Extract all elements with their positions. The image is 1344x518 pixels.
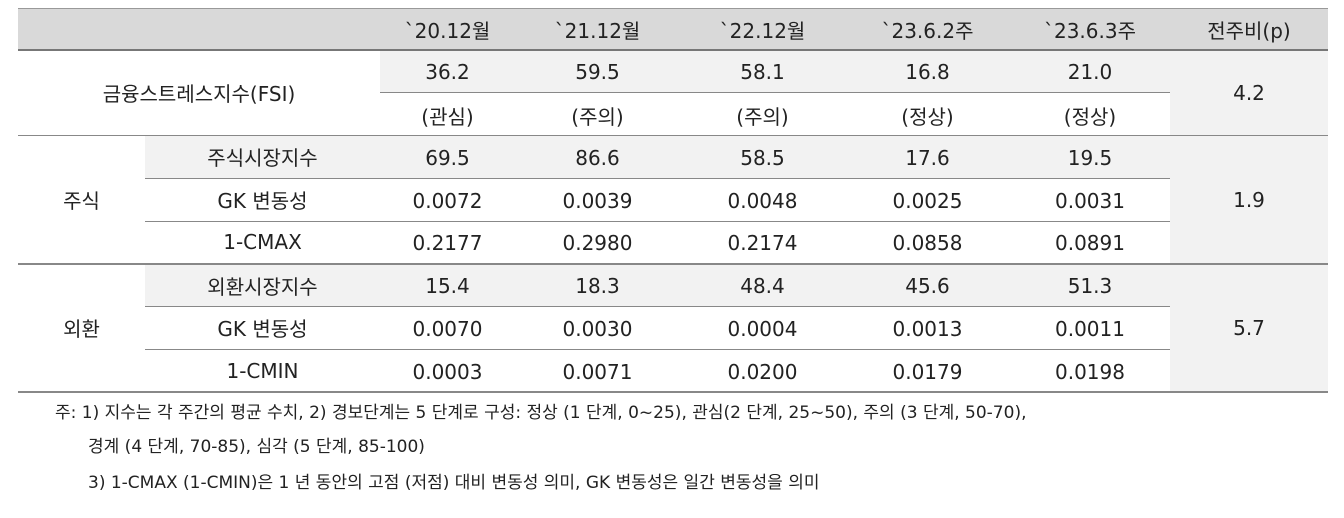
value-cell: 59.5 (575, 60, 620, 85)
row-name: GK 변동성 (217, 317, 308, 342)
header-cell: `20.12월 (404, 18, 491, 43)
row-divider (145, 220, 1170, 222)
row-name: 1-CMAX (223, 230, 302, 255)
value-cell: 0.0179 (892, 359, 963, 384)
footnote: 3) 1-CMAX (1-CMIN)은 1 년 동안의 고점 (저점) 대비 변… (88, 473, 820, 493)
group-border (18, 391, 1328, 393)
row-divider (145, 348, 1170, 350)
value-cell: 0.0039 (562, 188, 633, 213)
value-cell: 0.0858 (892, 231, 963, 256)
value-cell: (주의) (736, 104, 789, 129)
change-col-bg (1170, 50, 1328, 392)
value-cell: 0.0003 (412, 359, 483, 384)
group-label: 주식 (63, 189, 100, 214)
value-cell: 17.6 (905, 145, 950, 170)
header-border (18, 49, 1328, 51)
footnote: 경계 (4 단계, 70-85), 심각 (5 단계, 85-100) (88, 437, 425, 457)
value-cell: 0.0031 (1055, 188, 1125, 213)
value-cell: 58.5 (740, 145, 785, 170)
value-cell: 0.2177 (412, 231, 483, 256)
value-cell: 0.0200 (727, 359, 798, 384)
value-cell: 0.0013 (892, 316, 963, 341)
value-cell: (정상) (901, 104, 954, 129)
value-cell: 0.0025 (892, 188, 963, 213)
fsi-row-bg (380, 50, 1170, 93)
header-cell: 전주비(p) (1207, 18, 1291, 43)
group-border (18, 134, 1328, 137)
value-cell: 0.0004 (727, 316, 798, 341)
value-cell: 21.0 (1067, 60, 1113, 85)
value-cell: (주의) (571, 104, 624, 129)
index-row-bg (145, 263, 1170, 307)
value-cell: 0.0071 (562, 359, 633, 384)
value-cell: 0.0072 (412, 188, 483, 213)
value-cell: (정상) (1063, 104, 1117, 129)
change-value: 4.2 (1233, 80, 1265, 105)
value-cell: (관심) (421, 104, 474, 129)
value-cell: 0.0198 (1055, 359, 1125, 384)
row-divider (145, 177, 1170, 179)
row-name: 주식시장지수 (207, 146, 318, 171)
row-name: 외환시장지수 (207, 274, 318, 299)
row-divider (145, 306, 1170, 307)
value-cell: 0.2980 (562, 231, 633, 256)
row-divider (380, 92, 1170, 94)
value-cell: 0.0048 (727, 188, 798, 213)
index-row-bg (145, 135, 1170, 179)
group-label: 외환 (63, 317, 100, 342)
value-cell: 48.4 (740, 274, 785, 299)
footnote: 주: 1) 지수는 각 주간의 평균 수치, 2) 경보단계는 5 단계로 구성… (55, 403, 1027, 423)
value-cell: 18.3 (575, 274, 620, 299)
value-cell: 86.6 (575, 145, 620, 170)
value-cell: 0.0030 (562, 316, 633, 341)
change-value: 5.7 (1233, 315, 1265, 340)
value-cell: 0.0011 (1055, 316, 1125, 341)
group-border (18, 263, 1328, 265)
value-cell: 16.8 (905, 60, 950, 85)
header-cell: `23.6.2주 (881, 18, 974, 43)
value-cell: 45.6 (905, 274, 950, 299)
header-cell: `22.12월 (719, 18, 806, 43)
header-cell: `23.6.3주 (1043, 18, 1136, 43)
value-cell: 15.4 (425, 274, 470, 299)
header-cell: `21.12월 (554, 18, 641, 43)
value-cell: 0.0070 (412, 316, 483, 341)
top-border (18, 8, 1328, 9)
header-bg (18, 8, 1328, 50)
value-cell: 69.5 (425, 145, 470, 170)
value-cell: 58.1 (740, 60, 785, 85)
value-cell: 19.5 (1067, 145, 1113, 170)
value-cell: 0.0891 (1055, 231, 1125, 256)
row-name: 1-CMIN (226, 358, 299, 383)
change-value: 1.9 (1233, 187, 1265, 212)
value-cell: 36.2 (425, 60, 470, 85)
group-label: 금융스트레스지수(FSI) (102, 82, 296, 107)
value-cell: 0.2174 (727, 231, 798, 256)
value-cell: 51.3 (1067, 274, 1113, 299)
row-name: GK 변동성 (217, 189, 308, 214)
